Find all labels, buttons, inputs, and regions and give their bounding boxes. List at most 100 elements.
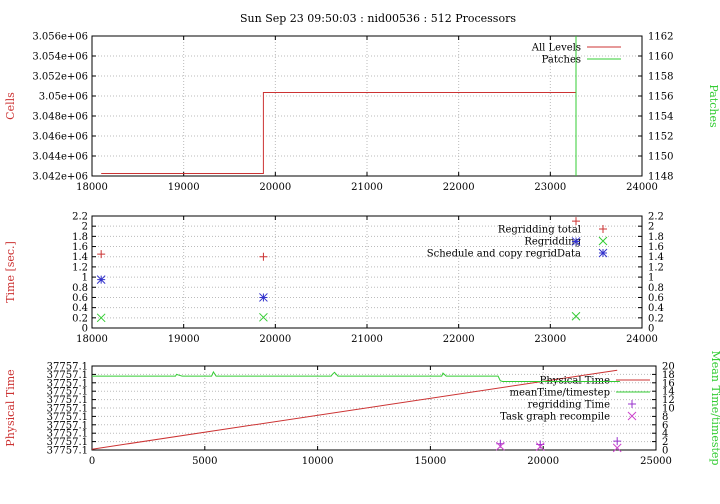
series-regridding-point	[96, 313, 106, 323]
x-tick-label: 23000	[534, 334, 566, 345]
y-tick-label: 37757.1	[47, 404, 88, 415]
y-tick-label: 37757.1	[47, 420, 88, 431]
x-tick-label: 22000	[443, 334, 475, 345]
y-axis-label: Physical Time	[4, 369, 17, 446]
y-tick-label: 0.4	[72, 303, 88, 314]
y2-tick-label: 12	[662, 395, 675, 406]
legend-key	[627, 411, 637, 421]
x-tick-label: 5000	[192, 456, 217, 467]
y2-tick-label: 2.2	[648, 212, 664, 223]
y-tick-label: 1.8	[72, 232, 88, 243]
y2-tick-label: 0.4	[648, 303, 664, 314]
y-tick-label: 3.044e+06	[32, 152, 88, 163]
y2-tick-label: 0	[662, 446, 668, 457]
figure-title: Sun Sep 23 09:50:03 : nid00536 : 512 Pro…	[240, 12, 516, 25]
y2-tick-label: 6	[662, 420, 668, 431]
y2-tick-label: 1162	[648, 32, 673, 43]
series-regridding-time-point	[613, 437, 622, 446]
x-tick-label: 19000	[168, 182, 200, 193]
y2-tick-label: 10	[662, 404, 675, 415]
x-tick-label: 0	[89, 456, 95, 467]
legend-label: regridding Time	[528, 400, 610, 411]
y2-tick-label: 1158	[648, 72, 673, 83]
y2-tick-label: 0.8	[648, 283, 664, 294]
series-regridding-point	[571, 311, 581, 321]
y-tick-label: 0	[82, 324, 88, 335]
y2-axis-label: Mean Time/timestep	[709, 351, 720, 466]
y2-tick-label: 1150	[648, 152, 673, 163]
y2-tick-label: 1156	[648, 92, 673, 103]
y2-tick-label: 1152	[648, 132, 673, 143]
x-tick-label: 15000	[414, 456, 446, 467]
y-tick-label: 37757.1	[47, 429, 88, 440]
x-tick-label: 23000	[534, 182, 566, 193]
y2-tick-label: 1160	[648, 52, 673, 63]
legend-label: meanTime/timestep	[509, 388, 610, 399]
y2-tick-label: 1	[648, 273, 654, 284]
y-tick-label: 3.052e+06	[32, 72, 88, 83]
y-tick-label: 0.6	[72, 293, 88, 304]
y2-tick-label: 14	[662, 387, 675, 398]
legend-label: Patches	[542, 55, 581, 66]
panel-regridding-times: 18000 19000 20000 21000 22000 23000 2400000.20…	[4, 212, 664, 346]
series-task-graph-recompile-point	[495, 441, 505, 451]
series-task-graph-recompile-point	[535, 442, 545, 451]
legend-key	[598, 248, 608, 258]
series-regridding-total-point	[572, 217, 580, 226]
x-tick-label: 18000	[76, 182, 108, 193]
series-task-graph-recompile-point	[612, 443, 622, 453]
legend-label: Regridding	[524, 237, 581, 248]
y-tick-label: 2	[82, 222, 88, 233]
y-axis-label: Time [sec.]	[4, 241, 17, 303]
y2-tick-label: 2	[648, 222, 654, 233]
y-tick-label: 37757.1	[47, 362, 88, 373]
y-tick-label: 37757.1	[47, 412, 88, 423]
y2-tick-label: 1.2	[648, 262, 664, 273]
y-tick-label: 2.2	[72, 212, 88, 223]
plot-frame	[91, 365, 657, 451]
x-tick-label: 20000	[259, 182, 291, 193]
y2-tick-label: 16	[662, 378, 675, 389]
y-tick-label: 3.054e+06	[32, 52, 88, 63]
y2-tick-label: 1.6	[648, 242, 664, 253]
y-tick-label: 1.6	[72, 242, 88, 253]
series-regridding-total-point	[259, 252, 268, 261]
series-schedule-and-copy-regriddata-point	[96, 275, 106, 284]
y-tick-label: 37757.1	[47, 370, 88, 381]
y2-tick-label: 0.2	[648, 313, 664, 324]
x-tick-label: 10000	[302, 456, 334, 467]
y2-tick-label: 4	[662, 429, 668, 440]
plot-frame	[91, 35, 643, 177]
y2-tick-label: 8	[662, 412, 668, 423]
series-schedule-and-copy-regriddata-point	[571, 237, 581, 246]
y-tick-label: 3.05e+06	[39, 92, 88, 103]
y2-tick-label: 1.4	[648, 252, 664, 263]
y-axis-label: Cells	[4, 92, 17, 120]
x-tick-label: 18000	[76, 334, 108, 345]
x-tick-label: 21000	[351, 334, 383, 345]
y-tick-label: 1.2	[72, 262, 88, 273]
plot-frame	[91, 215, 643, 329]
y-tick-label: 37757.1	[47, 446, 88, 457]
x-tick-label: 20000	[259, 334, 291, 345]
x-tick-label: 24000	[626, 182, 658, 193]
x-tick-label: 20000	[527, 456, 559, 467]
legend-label: All Levels	[531, 43, 581, 54]
y-tick-label: 3.048e+06	[32, 112, 88, 123]
x-tick-label: 21000	[351, 182, 383, 193]
legend-label: Schedule and copy regridData	[427, 249, 581, 260]
y2-axis-label: Patches	[707, 84, 720, 128]
series-meantime-timestep-line	[92, 370, 620, 382]
series-regridding-total-point	[97, 250, 106, 259]
y2-tick-label: 1.8	[648, 232, 664, 243]
y2-tick-label: 18	[662, 370, 675, 381]
y-tick-label: 37757.1	[47, 437, 88, 448]
y-tick-label: 37757.1	[47, 395, 88, 406]
y2-tick-label: 1148	[648, 172, 673, 183]
legend-key	[628, 400, 636, 408]
x-tick-label: 24000	[626, 334, 658, 345]
x-tick-label: 25000	[640, 456, 672, 467]
y-tick-label: 1	[82, 273, 88, 284]
series-all-levels-line	[101, 36, 577, 174]
y-tick-label: 0.2	[72, 313, 88, 324]
